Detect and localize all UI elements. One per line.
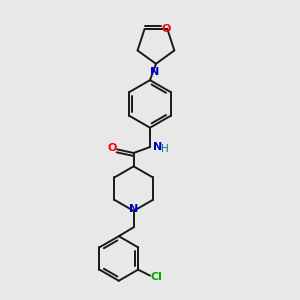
Text: N: N	[153, 142, 162, 152]
Text: N: N	[150, 68, 159, 77]
Text: H: H	[161, 143, 169, 154]
Text: O: O	[162, 24, 171, 34]
Text: Cl: Cl	[151, 272, 163, 282]
Text: O: O	[107, 143, 117, 153]
Text: N: N	[129, 204, 138, 214]
